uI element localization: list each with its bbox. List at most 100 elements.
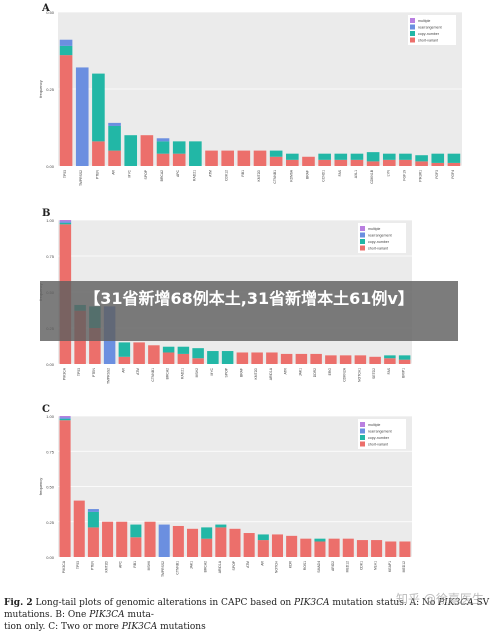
x-tick-label: PTEN (90, 560, 94, 570)
bar-short-variant (59, 420, 71, 557)
x-tick-label: BRCA2 (166, 368, 170, 379)
x-tick-label: KDM6A (289, 169, 293, 181)
y-tick-label: 1.00 (46, 414, 55, 419)
legend-entry: multiple (368, 423, 380, 427)
legend: multiple rearrangement copy-number short-va… (408, 15, 456, 45)
bar-copy-number (215, 524, 227, 528)
x-tick-label: JAK1 (298, 368, 302, 376)
bar-short-variant (205, 150, 218, 166)
bar-short-variant (286, 159, 299, 166)
legend-swatch (360, 435, 365, 440)
caption-gene-3: PIK3CA (89, 610, 125, 620)
legend-background (358, 223, 406, 253)
bar-copy-number (192, 348, 204, 359)
legend: multiple rearrangement copy-number short-va… (358, 419, 406, 449)
x-tick-label: PIK3R1 (419, 170, 423, 182)
x-tick-label: TMPRSS2 (79, 170, 83, 186)
x-tick-label: RB1 (241, 170, 245, 177)
legend: multiple rearrangement copy-number short-va… (358, 223, 406, 253)
legend-entry: multiple (418, 19, 430, 23)
legend-entry: short-variant (418, 39, 438, 43)
legend-swatch (410, 18, 415, 23)
chart-c: 0.00 0.25 0.50 0.75 1.00 frequency PIK3CA TP53 P… (38, 414, 412, 577)
bar-short-variant (251, 352, 263, 364)
caption-text-4: muta- (124, 610, 154, 620)
bar-short-variant (271, 534, 284, 557)
bar-short-variant (172, 153, 186, 166)
x-tick-label: BRAF (305, 170, 309, 179)
x-tick-label: CCND1 (322, 170, 326, 182)
bar-copy-number (59, 418, 71, 421)
x-tick-label: TMPRSS2 (107, 368, 111, 384)
bar-copy-number (269, 150, 283, 157)
bar-copy-number (118, 342, 131, 357)
bar-short-variant (399, 159, 412, 166)
bar-copy-number (92, 73, 105, 142)
bar-short-variant (229, 528, 241, 557)
x-tick-label: PIK3CA (62, 367, 66, 380)
x-tick-label: ERG (328, 368, 332, 376)
bar-short-variant (384, 358, 396, 364)
caption-text-3: SV mutations. B: One (4, 598, 490, 620)
bar-copy-number (382, 153, 396, 160)
bar-short-variant (385, 541, 397, 557)
headline-overlay[interactable]: 【31省新增68例本土,31省新增本土61例v】 (40, 281, 458, 341)
bar-short-variant (130, 537, 142, 557)
bar-rearrangement (156, 138, 170, 142)
chart-a: 0.00 0.25 0.50 frequency TP53 TMPRSS2 PTEN AR MY… (38, 10, 462, 186)
bar-copy-number (59, 222, 72, 225)
bar-short-variant (236, 352, 249, 364)
x-tick-label: JAK1 (190, 561, 194, 569)
x-tick-label: TP53 (63, 170, 67, 178)
bar-rearrangement (87, 509, 99, 512)
bar-multiple (59, 220, 72, 222)
x-tick-label: PTEN (95, 169, 99, 179)
legend-entry: rearrangement (368, 234, 392, 238)
bar-short-variant (339, 355, 352, 364)
x-tick-label: CDK1 (359, 561, 363, 570)
legend-swatch (360, 239, 365, 244)
bar-copy-number (172, 141, 186, 154)
x-tick-label: BRCA2 (160, 170, 164, 181)
x-tick-label: FAS (338, 169, 342, 176)
x-tick-label: KDR (289, 560, 293, 568)
x-tick-label: APC (119, 560, 123, 568)
x-tick-label: ROS1 (303, 561, 307, 570)
x-tick-label: MSH6 (147, 561, 151, 571)
caption-text-5: mutations (157, 622, 206, 632)
bar-short-variant (186, 528, 199, 557)
y-tick-label: 0.50 (46, 485, 55, 490)
bar-short-variant (201, 538, 213, 557)
x-tick-label: KMT2D (257, 169, 261, 181)
bar-copy-number (318, 153, 331, 160)
bar-copy-number (334, 153, 348, 160)
bar-copy-number (201, 527, 213, 539)
bar-copy-number (398, 355, 411, 360)
x-tick-label: BRCA2 (204, 561, 208, 572)
bar-short-variant (257, 540, 269, 557)
x-tick-label: FGF3 (435, 170, 439, 179)
caption-label: Fig. 2 (4, 598, 33, 608)
headline-title[interactable]: 【31省新增68例本土,31省新增本土61例v】 (84, 289, 414, 308)
bar-short-variant (302, 156, 315, 166)
x-tick-label: APC (176, 169, 180, 177)
legend-entry: copy-number (368, 436, 390, 440)
x-tick-label: FGF19 (402, 170, 406, 181)
legend-swatch (410, 31, 415, 36)
caption-line-2: tion only. C: Two or more (4, 622, 122, 632)
x-tick-label: BRAF (239, 368, 243, 377)
bar-copy-number (124, 135, 138, 166)
legend-background (358, 419, 406, 449)
bar-short-variant (177, 353, 190, 364)
y-tick-label: 0.25 (46, 520, 55, 525)
panel-label-b: B (42, 208, 51, 219)
bar-copy-number (314, 538, 326, 542)
bar-copy-number (177, 346, 190, 354)
bar-rearrangement (108, 122, 121, 126)
bar-copy-number (189, 141, 202, 166)
y-tick-label: 0.50 (46, 10, 55, 15)
x-tick-label: KEAP1 (388, 561, 392, 572)
y-tick-label: 0.00 (46, 164, 55, 169)
bar-short-variant (59, 55, 73, 167)
legend-swatch (360, 245, 365, 251)
